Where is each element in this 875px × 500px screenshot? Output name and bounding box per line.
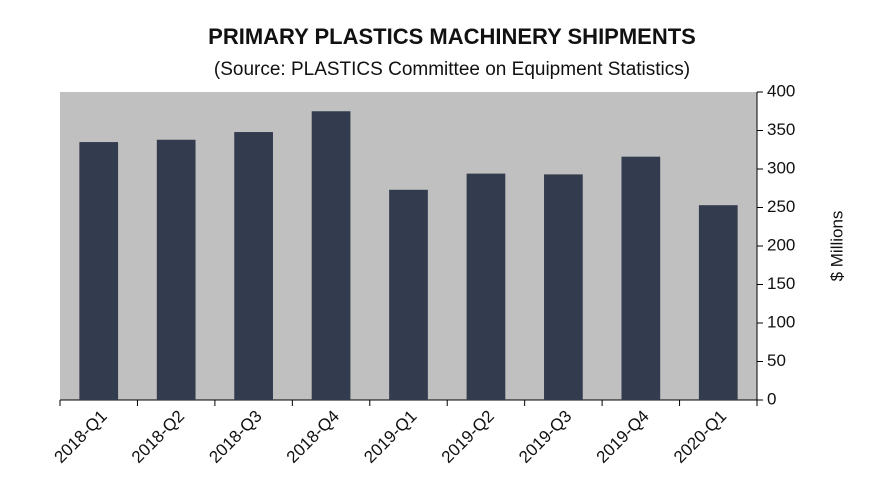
x-tick-label: 2018-Q4 [283,407,343,467]
x-tick-label: 2019-Q4 [593,407,653,467]
y-tick-label: 350 [767,120,795,139]
x-tick-label: 2018-Q1 [50,407,110,467]
bar [389,189,428,400]
x-tick-label: 2018-Q2 [128,407,188,467]
x-tick-label: 2019-Q1 [360,407,420,467]
bar [311,111,351,400]
bar [156,139,196,401]
chart-title: PRIMARY PLASTICS MACHINERY SHIPMENTS [208,24,696,49]
chart-subtitle: (Source: PLASTICS Committee on Equipment… [214,59,690,80]
x-tick-label: 2019-Q2 [438,407,498,467]
bar [79,142,119,401]
bar [466,173,506,400]
bar [234,132,273,401]
x-tick-label: 2019-Q3 [515,407,575,467]
bar [621,156,661,400]
y-axis-label: $ Millions [827,211,846,282]
y-tick-label: 300 [767,158,795,177]
x-tick-label: 2018-Q3 [205,407,265,467]
y-tick-label: 150 [767,274,795,293]
y-tick-label: 400 [767,81,795,100]
y-tick-label: 250 [767,197,795,216]
bar [698,205,738,400]
bar [544,174,583,400]
y-tick-label: 200 [767,235,795,254]
y-tick-label: 100 [767,312,795,331]
y-tick-label: 50 [767,351,786,370]
y-tick-label: 0 [767,389,776,408]
x-tick-label: 2020-Q1 [670,407,730,467]
